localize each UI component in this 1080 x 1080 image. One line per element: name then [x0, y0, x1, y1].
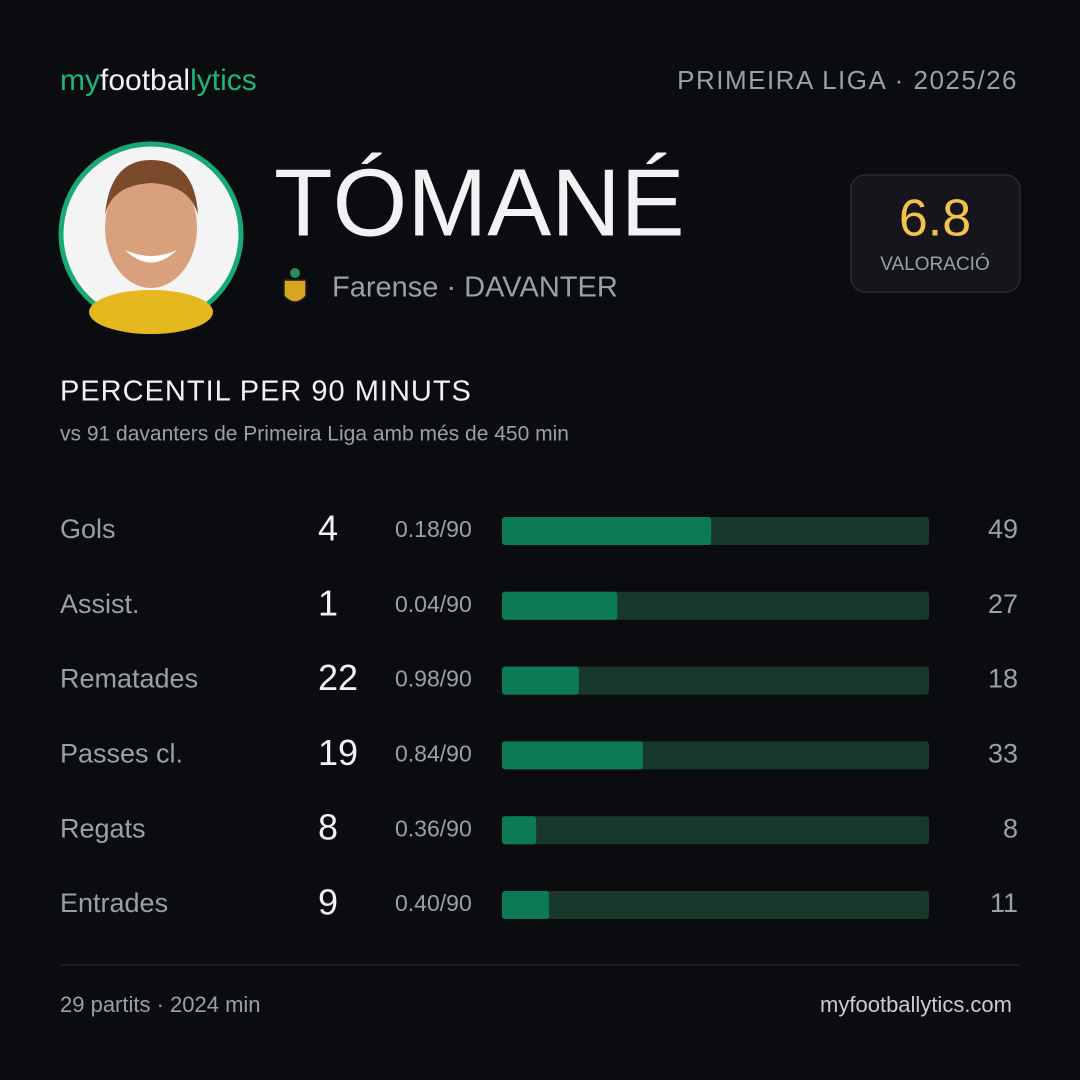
stat-total: 1	[318, 582, 338, 623]
crest-shield	[283, 279, 307, 303]
percentile-label: 11	[990, 888, 1018, 918]
section-subtitle: vs 91 davanters de Primeira Liga amb més…	[60, 423, 569, 446]
percentile-label: 49	[988, 514, 1018, 544]
bar-track	[502, 666, 929, 695]
stat-label: Passes cl.	[60, 739, 183, 769]
brand: myfootballytics	[60, 64, 257, 97]
face	[105, 168, 197, 288]
percentile-label: 33	[988, 739, 1018, 769]
club-crest	[283, 268, 307, 303]
percentile-label: 27	[988, 589, 1018, 619]
smile	[125, 250, 177, 263]
league: PRIMEIRA LIGA · 2025/26	[677, 65, 1018, 95]
bar	[502, 666, 579, 695]
percentile-label: 8	[1003, 813, 1018, 843]
stat-label: Regats	[60, 813, 146, 843]
bar	[502, 591, 618, 620]
crest-top	[290, 268, 300, 278]
brand-part: footbal	[100, 64, 190, 97]
bar	[502, 816, 537, 845]
shirt	[89, 290, 213, 334]
stat-label: Entrades	[60, 888, 168, 918]
bar	[502, 517, 712, 545]
section-title: PERCENTIL PER 90 MINUTS	[60, 376, 472, 408]
stat-per90: 0.98/90	[395, 666, 472, 692]
brand-part: lytics	[190, 64, 257, 97]
bar-track	[502, 891, 929, 919]
stat-label: Assist.	[60, 589, 140, 619]
stat-per90: 0.36/90	[395, 815, 472, 841]
footer-left: 29 partits · 2024 min	[60, 992, 261, 1017]
stat-per90: 0.40/90	[395, 890, 472, 916]
rating-box	[850, 174, 1021, 293]
stat-total: 19	[318, 732, 358, 773]
stat-total: 4	[318, 508, 338, 549]
player-name: TÓMANÉ	[274, 149, 685, 256]
percentile-label: 18	[988, 664, 1018, 694]
stat-label: Gols	[60, 514, 116, 544]
stats: Gols 4 0.18/90 49 Assist. 1 0.04/90 27 Rematades…	[60, 508, 1018, 923]
bar	[502, 741, 643, 770]
stat-total: 8	[318, 807, 338, 848]
player-photo	[58, 141, 244, 334]
bar-track	[502, 816, 929, 845]
footer-right: myfootballytics.com	[820, 992, 1012, 1017]
stat-per90: 0.84/90	[395, 740, 472, 766]
rating-label: VALORACIÓ	[880, 253, 989, 275]
brand-part: my	[60, 64, 100, 97]
stat-total: 22	[318, 657, 358, 698]
stat-total: 9	[318, 882, 338, 923]
stat-label: Rematades	[60, 664, 198, 694]
stat-per90: 0.04/90	[395, 591, 472, 617]
stat-per90: 0.18/90	[395, 516, 472, 542]
team-position: Farense · DAVANTER	[332, 272, 618, 304]
rating: 6.8	[899, 190, 971, 248]
bar	[502, 891, 549, 919]
hair	[105, 160, 198, 215]
